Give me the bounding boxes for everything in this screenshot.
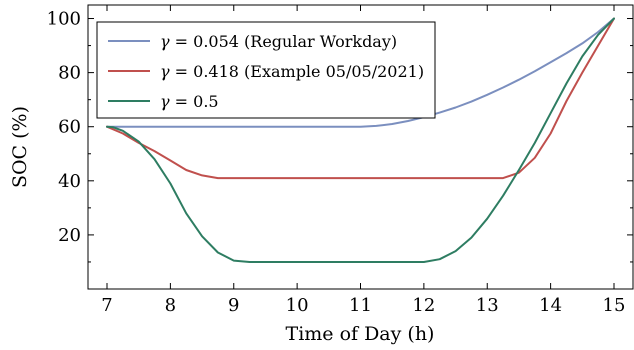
y-tick-label: 60 [58,117,81,138]
x-tick-label: 12 [412,295,435,316]
y-tick-label: 40 [58,171,81,192]
x-tick-label: 13 [476,295,499,316]
x-axis-title: Time of Day (h) [286,323,435,345]
series-line-2 [106,17,615,180]
x-tick-label: 14 [539,295,562,316]
legend-label-3: γ = 0.5 [160,92,219,111]
y-tick-label: 20 [58,225,81,246]
y-tick-label: 80 [58,63,81,84]
legend-label-1: γ = 0.054 (Regular Workday) [160,32,397,51]
legend: γ = 0.054 (Regular Workday) γ = 0.418 (Ex… [96,21,436,119]
x-tick-label: 11 [349,295,372,316]
axis-ticks [88,5,633,289]
legend-box [96,21,436,119]
y-axis-title: SOC (%) [9,106,31,188]
x-tick-label: 15 [603,295,626,316]
legend-label-2: γ = 0.418 (Example 05/05/2021) [160,62,424,81]
x-tick-label: 10 [286,295,309,316]
x-tick-label: 9 [228,295,239,316]
tick-labels: 7 8 9 10 11 12 13 14 15 20 40 60 80 100 [47,9,626,316]
y-tick-label: 100 [47,9,81,30]
series-line-3 [106,17,615,263]
x-tick-label: 8 [165,295,176,316]
x-tick-label: 7 [101,295,112,316]
